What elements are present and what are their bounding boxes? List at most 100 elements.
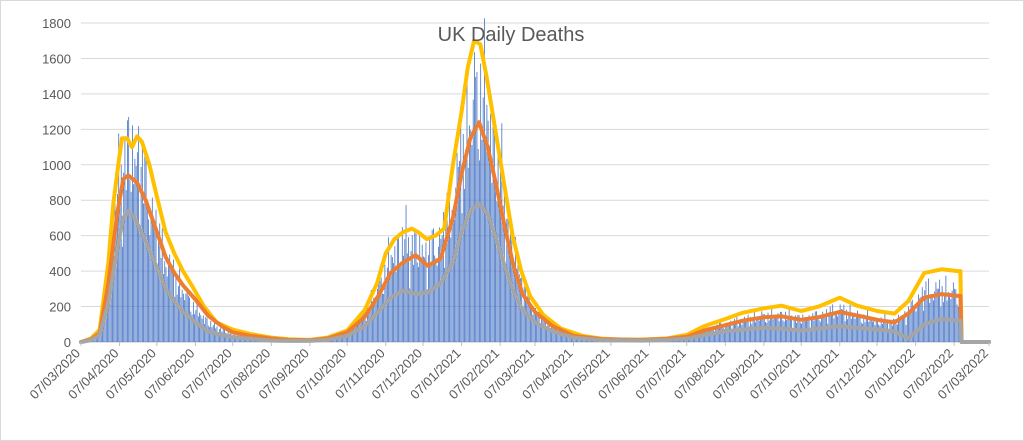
bar (553, 327, 555, 342)
bar (879, 325, 881, 342)
bar (536, 312, 538, 342)
bar (459, 160, 460, 342)
bar (772, 319, 774, 342)
bar (546, 326, 547, 342)
bar (135, 165, 137, 342)
bar (386, 267, 388, 342)
bar (801, 323, 802, 342)
bar (919, 298, 921, 342)
bar (860, 322, 862, 342)
bar (564, 332, 566, 342)
bar (169, 254, 171, 342)
bar (447, 226, 449, 342)
bar (954, 288, 955, 342)
bar (201, 318, 203, 342)
bar (918, 294, 919, 342)
bar (495, 188, 496, 342)
bar (136, 152, 138, 342)
bar (782, 320, 784, 342)
bar (530, 305, 531, 342)
bar (144, 152, 146, 342)
bar (740, 323, 742, 342)
bar (462, 134, 464, 342)
bar (370, 290, 372, 342)
bar (488, 145, 490, 342)
bar (482, 97, 484, 343)
bar (696, 336, 698, 342)
bar (204, 324, 205, 342)
y-tick-label: 1000 (42, 158, 71, 173)
bar (372, 307, 373, 342)
bar (872, 321, 873, 342)
bar (481, 139, 483, 342)
bar (714, 333, 715, 342)
bar (207, 325, 209, 342)
bar (354, 327, 356, 342)
bar (563, 334, 565, 342)
y-tick-label: 800 (49, 193, 71, 208)
bar (436, 265, 438, 342)
bar (437, 246, 439, 342)
bar (513, 266, 515, 342)
bar (168, 265, 169, 342)
bar (440, 238, 442, 342)
bar (434, 255, 436, 342)
bar (398, 236, 399, 342)
bar (117, 193, 118, 342)
bar (920, 296, 922, 342)
bar (516, 268, 518, 342)
bar (827, 323, 829, 342)
bar (843, 304, 845, 342)
bar (721, 327, 723, 342)
bar (190, 311, 192, 342)
bar (108, 289, 110, 342)
bar (737, 326, 739, 342)
bar (867, 310, 868, 342)
bar (124, 137, 126, 342)
bar (909, 314, 911, 342)
bar (532, 314, 534, 342)
bar (449, 177, 450, 342)
bar (814, 311, 816, 342)
bar (435, 258, 437, 342)
bar (505, 266, 506, 342)
bar (847, 319, 848, 342)
bar (915, 311, 917, 342)
bar (164, 261, 166, 342)
x-axis-ticks: 07/03/202007/04/202007/05/202007/06/2020… (26, 342, 991, 402)
bar (399, 264, 401, 342)
bar (430, 263, 432, 342)
bar (868, 321, 870, 342)
bar (547, 324, 549, 342)
bar (469, 125, 470, 342)
bar (543, 321, 545, 342)
bar (921, 287, 923, 342)
bar (533, 310, 535, 342)
bar (479, 160, 480, 342)
bar (383, 294, 385, 342)
bar (515, 236, 516, 342)
bar (849, 304, 851, 342)
bar (537, 314, 539, 342)
bar (554, 328, 556, 342)
bar (431, 229, 433, 342)
bar (217, 334, 219, 342)
bar (420, 259, 422, 342)
bar (395, 272, 397, 342)
bar (154, 224, 156, 342)
y-tick-label: 0 (64, 335, 71, 350)
bar (127, 120, 128, 342)
bar (474, 52, 475, 342)
bar (98, 334, 100, 342)
y-tick-label: 1600 (42, 51, 71, 66)
bar (566, 333, 567, 342)
bar (125, 190, 127, 342)
bar (945, 275, 947, 342)
bar (850, 319, 852, 342)
bar (369, 306, 371, 342)
bar (567, 334, 569, 342)
bar (413, 264, 414, 342)
bar (541, 316, 543, 342)
bar (549, 328, 551, 342)
bar (551, 326, 552, 342)
